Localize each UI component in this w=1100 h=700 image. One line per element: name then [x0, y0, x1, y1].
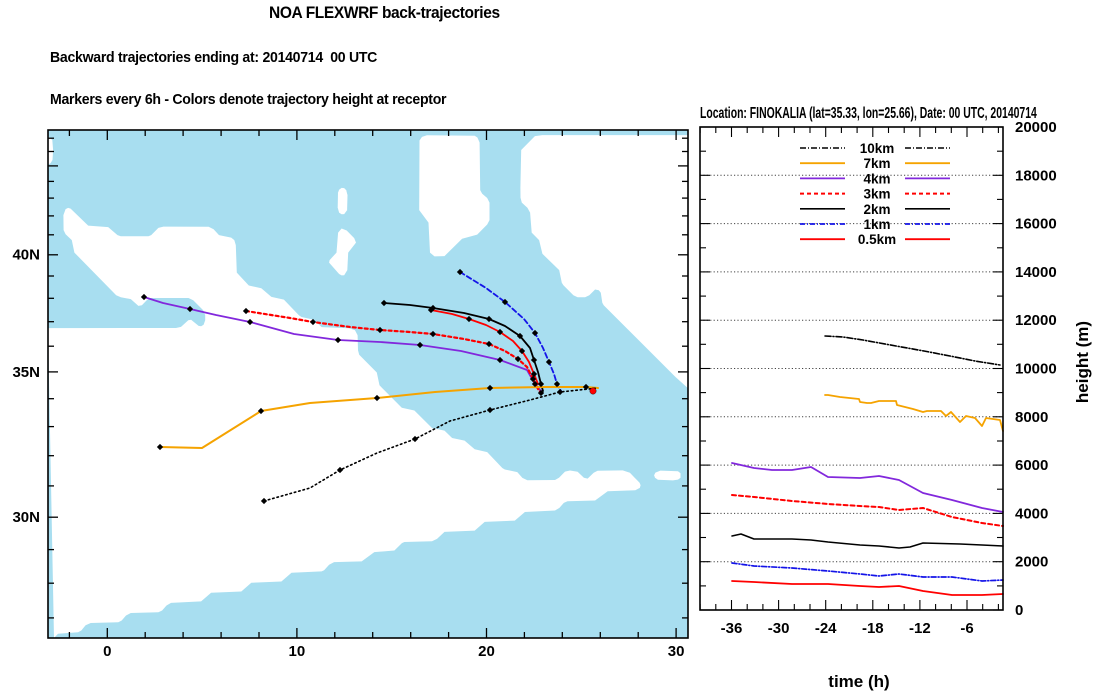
svg-text:7km: 7km — [863, 156, 890, 171]
svg-text:-12: -12 — [909, 620, 931, 637]
svg-text:20000: 20000 — [1015, 119, 1057, 136]
svg-text:4000: 4000 — [1015, 505, 1048, 522]
svg-text:18000: 18000 — [1015, 167, 1057, 184]
svg-text:1km: 1km — [863, 217, 890, 232]
svg-text:12000: 12000 — [1015, 312, 1057, 329]
svg-text:2000: 2000 — [1015, 554, 1048, 571]
svg-text:-18: -18 — [862, 620, 884, 637]
svg-text:10000: 10000 — [1015, 361, 1057, 378]
svg-text:10km: 10km — [860, 141, 895, 156]
svg-text:-6: -6 — [960, 620, 973, 637]
svg-text:-24: -24 — [815, 620, 837, 637]
svg-text:16000: 16000 — [1015, 216, 1057, 233]
svg-text:-30: -30 — [768, 620, 790, 637]
svg-text:6000: 6000 — [1015, 457, 1048, 474]
svg-text:3km: 3km — [863, 187, 890, 202]
svg-text:-36: -36 — [721, 620, 743, 637]
svg-text:8000: 8000 — [1015, 409, 1048, 426]
svg-text:4km: 4km — [863, 171, 890, 186]
svg-text:Location: FINOKALIA (lat=35.33: Location: FINOKALIA (lat=35.33, lon=25.6… — [700, 104, 1037, 122]
svg-text:time (h): time (h) — [828, 672, 889, 691]
svg-text:0: 0 — [1015, 602, 1023, 619]
svg-text:2km: 2km — [863, 202, 890, 217]
svg-text:14000: 14000 — [1015, 264, 1057, 281]
svg-text:height (m): height (m) — [1073, 321, 1092, 403]
svg-text:0.5km: 0.5km — [858, 232, 896, 247]
